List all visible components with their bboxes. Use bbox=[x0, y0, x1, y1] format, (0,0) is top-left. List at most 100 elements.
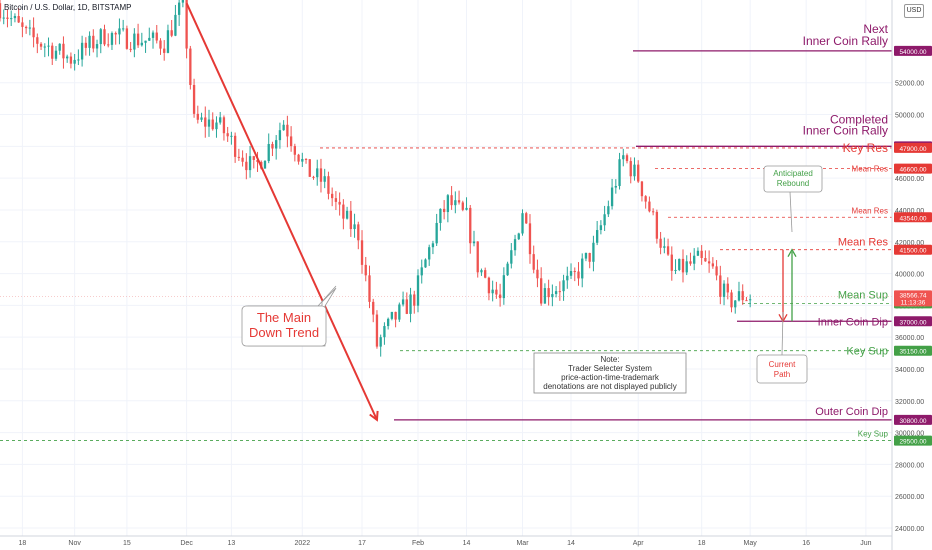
candle-body bbox=[495, 289, 498, 295]
candle-body bbox=[442, 208, 446, 213]
candle-body bbox=[39, 43, 43, 47]
price-tick-label: 32000.00 bbox=[895, 399, 924, 406]
candle-body bbox=[614, 185, 617, 188]
candle-body bbox=[517, 233, 520, 240]
candle-body bbox=[674, 269, 677, 271]
candle-body bbox=[43, 46, 46, 48]
level-label: Key Sup bbox=[846, 346, 888, 358]
candle-body bbox=[345, 210, 349, 219]
price-tag-label: 29500.00 bbox=[899, 439, 926, 446]
level-label: Mean Sup bbox=[838, 289, 888, 301]
price-tick-label: 28000.00 bbox=[895, 462, 924, 469]
candle-body bbox=[342, 204, 345, 219]
candle-body bbox=[133, 33, 136, 50]
candle-body bbox=[230, 135, 233, 137]
candle-body bbox=[424, 259, 427, 268]
current-price-tag bbox=[894, 290, 932, 307]
downtrend-label: The Main Down Trend bbox=[249, 310, 319, 340]
candle-body bbox=[562, 280, 565, 292]
candle-body bbox=[707, 261, 711, 264]
price-tag-label: 46600.00 bbox=[899, 167, 926, 174]
candle-body bbox=[237, 156, 241, 158]
candle-body bbox=[215, 122, 218, 130]
candle-body bbox=[293, 146, 297, 155]
candle-body bbox=[525, 213, 528, 224]
candle-body bbox=[166, 30, 170, 53]
candle-body bbox=[435, 222, 438, 244]
candle-body bbox=[390, 311, 394, 319]
candle-body bbox=[681, 258, 685, 273]
candle-body bbox=[480, 270, 483, 273]
candle-body bbox=[704, 258, 707, 262]
time-tick-label: 2022 bbox=[295, 540, 311, 547]
candle-body bbox=[289, 136, 293, 147]
candle-body bbox=[446, 195, 450, 213]
candle-body bbox=[51, 45, 54, 59]
candle-body bbox=[103, 29, 106, 45]
candle-body bbox=[219, 117, 222, 123]
candle-body bbox=[204, 117, 207, 127]
candle-body bbox=[338, 201, 341, 205]
candle-body bbox=[484, 270, 487, 278]
time-tick-label: 16 bbox=[802, 540, 810, 547]
candlestick-series bbox=[0, 0, 752, 357]
candle-body bbox=[233, 135, 237, 157]
candle-body bbox=[607, 206, 610, 215]
level-label: Mean Res bbox=[838, 237, 889, 249]
candle-body bbox=[566, 275, 569, 281]
price-tick-label: 24000.00 bbox=[895, 526, 924, 533]
price-tag bbox=[894, 212, 932, 223]
current-price-value: 38566.74 bbox=[899, 292, 926, 299]
candle-body bbox=[148, 37, 151, 41]
candle-body bbox=[353, 224, 356, 230]
candle-body bbox=[28, 27, 32, 29]
time-axis[interactable]: 18 Nov 15 Dec 13 2022 17 Feb 14 Mar 14 Apr 18 May 16 Ju… bbox=[0, 535, 892, 547]
time-tick-label: Jun bbox=[860, 540, 871, 547]
rebound-callout-pointer bbox=[789, 191, 793, 233]
time-tick-label: Nov bbox=[68, 540, 81, 547]
candle-body bbox=[301, 158, 304, 162]
candle-body bbox=[663, 246, 666, 248]
rebound-callout-box bbox=[763, 165, 823, 193]
price-tick-label: 42000.00 bbox=[895, 240, 924, 247]
candle-body bbox=[13, 16, 17, 19]
candle-body bbox=[155, 32, 158, 41]
price-tag bbox=[894, 345, 932, 356]
candle-body bbox=[610, 187, 614, 207]
candle-body bbox=[88, 35, 91, 48]
price-tag-label: 43540.00 bbox=[899, 215, 926, 222]
price-tags: 54000.0048000.0047900.0046600.0043540.00… bbox=[894, 45, 932, 446]
candle-body bbox=[666, 246, 670, 255]
candle-body bbox=[95, 44, 99, 49]
price-axis[interactable]: 24000.00 26000.00 28000.00 30000.00 32000.00… bbox=[891, 0, 924, 550]
downtrend-line bbox=[185, 2, 378, 421]
candle-body bbox=[431, 243, 435, 248]
candle-body bbox=[58, 43, 61, 51]
candle-body bbox=[633, 164, 636, 177]
candle-body bbox=[651, 211, 655, 213]
downtrend-callout-rect bbox=[241, 305, 327, 347]
time-tick-label: Mar bbox=[516, 540, 529, 547]
drawings: The Main Down Trend Anticipated Rebound Curr… bbox=[185, 2, 823, 422]
price-tick-label: 44000.00 bbox=[895, 208, 924, 215]
current-path-callout-pointer bbox=[781, 311, 784, 356]
candle-body bbox=[122, 28, 125, 30]
price-tick-label: 26000.00 bbox=[895, 494, 924, 501]
candle-body bbox=[129, 48, 132, 50]
candle-body bbox=[450, 195, 453, 206]
level-label: Mean Res bbox=[852, 206, 888, 215]
candle-body bbox=[144, 40, 147, 43]
candle-body bbox=[502, 275, 506, 299]
candle-body bbox=[368, 275, 371, 302]
currency-badge[interactable]: USD bbox=[904, 4, 924, 18]
candle-body bbox=[54, 50, 58, 59]
candle-body bbox=[278, 130, 282, 141]
candle-body bbox=[629, 161, 632, 177]
level-lines: Next Inner Coin Rally Completed Inner Coin … bbox=[0, 22, 892, 441]
candle-body bbox=[749, 299, 752, 301]
candle-body bbox=[648, 201, 651, 212]
candle-body bbox=[312, 176, 315, 178]
candle-body bbox=[73, 59, 76, 64]
candle-body bbox=[136, 33, 140, 46]
